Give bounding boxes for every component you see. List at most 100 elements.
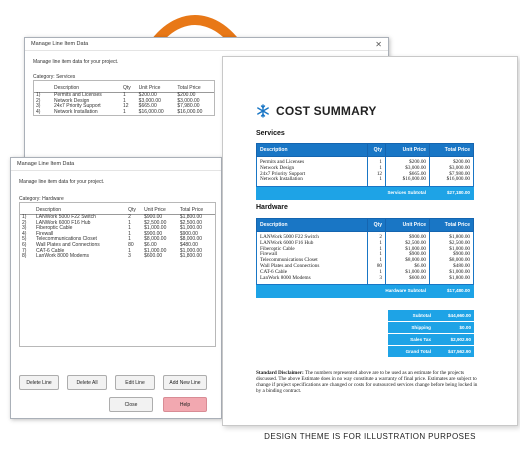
table-cell: $0.00 (434, 321, 474, 334)
table-cell: $2,500.00 (429, 240, 474, 247)
table-cell: $665.00 (138, 103, 157, 110)
table-row: Network Design 1 $3,000.00 $3,000.00 (256, 165, 474, 172)
close-icon[interactable]: ✕ (375, 39, 382, 49)
table-cell: Hardware Subtotal (256, 284, 430, 299)
column-header: Qty (120, 84, 137, 93)
table-cell: 1 (128, 230, 131, 237)
totals-row: Grand Total $47,562.90 (388, 345, 474, 358)
column-header: Total Price (429, 218, 474, 232)
column-header: Total Price (177, 206, 215, 215)
services-listbox[interactable]: Description Qty Unit Price Total Price 1… (33, 80, 215, 117)
list-item[interactable]: 2) Network Design 1 $3,000.00 $3,000.00 (34, 97, 214, 105)
hardware-listbox[interactable]: Description Qty Unit Price Total Price 1… (19, 202, 216, 347)
column-header: Description (256, 143, 368, 157)
table-cell: $900.00 (429, 252, 474, 259)
table-cell: $16,000.00 (138, 108, 164, 115)
table-cell: Wall Plates and Connections (36, 241, 100, 248)
hardware-cost-table: Description Qty Unit Price Total Price L… (256, 218, 474, 299)
table-row: Network Installation 1 $16,000.00 $16,000.0… (256, 176, 474, 188)
table-cell: Grand Total (388, 345, 434, 358)
column-header: Total Price (175, 84, 214, 93)
totals-row: Subtotal $44,660.00 (388, 310, 474, 322)
table-cell: Subtotal (388, 310, 434, 322)
close-button[interactable]: Close (109, 397, 153, 412)
table-cell: 6) (22, 241, 27, 248)
totals-row: Shipping $0.00 (388, 321, 474, 334)
table-cell: 2 (367, 231, 386, 241)
list-item[interactable]: 4) Network Installation 1 $16,000.00 $16,000… (34, 108, 214, 116)
document-title: COST SUMMARY (276, 104, 377, 118)
help-button[interactable]: Help (163, 397, 207, 412)
add-new-line-button[interactable]: Add New Line (163, 375, 207, 390)
services-cost-table: Description Qty Unit Price Total Price P… (256, 143, 474, 200)
table-cell: 1 (122, 97, 126, 104)
table-row: 24x7 Priority Support 12 $665.00 $7,980.00 (256, 171, 474, 178)
table-cell: $16,000.00 (429, 176, 474, 188)
table-row: LanWork 8000 Modems 3 $600.00 $1,800.00 (256, 275, 474, 286)
table-cell: 1 (128, 247, 131, 254)
table-cell: Services Subtotal (256, 186, 430, 200)
table-cell: LANWork 6000 F16 Hub (36, 219, 91, 226)
table-cell: 1 (122, 92, 126, 98)
column-header: Description (256, 218, 368, 232)
list-item[interactable]: 3) Fiberoptic Cable 1 $1,000.00 $1,000.00 (20, 226, 215, 232)
hardware-item-table: Description Qty Unit Price Total Price 1… (20, 206, 215, 260)
table-cell: LanWork 8000 Modems (36, 253, 89, 260)
table-cell: 1 (122, 108, 126, 115)
totals-row: Sales Tax $2,902.90 (388, 333, 474, 346)
services-dialog-titlebar: Manage Line Item Data ✕ (25, 38, 388, 51)
services-dialog-title: Manage Line Item Data (31, 41, 89, 47)
list-item[interactable]: 2) LANWork 6000 F16 Hub 1 $2,500.00 $2,500.0… (20, 219, 215, 227)
table-cell: $2,500.00 (179, 219, 203, 226)
column-header: Qty (367, 218, 386, 232)
table-cell: $47,562.90 (434, 345, 474, 358)
table-cell: $480.00 (429, 263, 474, 270)
table-cell: Sales Tax (388, 333, 434, 346)
table-cell: $600.00 (144, 253, 163, 260)
column-header: Unit Price (142, 206, 178, 215)
table-cell: $27,180.00 (429, 186, 474, 200)
hardware-category-label: Category: Hardware (19, 196, 64, 202)
table-row: Wall Plates and Connections 80 $6.00 $480.0… (256, 263, 474, 270)
list-item[interactable]: 7) CAT-6 Cable 1 $1,000.00 $1,000.00 (20, 247, 215, 255)
list-item[interactable]: 1) Permits and Licenses 1 $200.00 $200.00 (34, 92, 214, 99)
table-cell: 2) (22, 219, 27, 226)
delete-line-button[interactable]: Delete Line (19, 375, 59, 390)
table-cell: 1 (128, 219, 131, 226)
table-cell: Fiberoptic Cable (36, 225, 73, 232)
list-item[interactable]: 4) Firewall 1 $900.00 $900.00 (20, 230, 215, 238)
table-cell: 1) (22, 214, 27, 220)
table-cell: $1,800.00 (179, 214, 203, 220)
table-cell: Network Installation (54, 108, 98, 115)
subtotal-row: Services Subtotal $27,180.00 (256, 186, 474, 200)
table-cell: LANWork 5000 F22 Switch (36, 214, 96, 220)
column-header: Qty (367, 143, 386, 157)
table-cell: $900.00 (144, 214, 163, 220)
table-row: Firewall 1 $900.00 $900.00 (256, 252, 474, 259)
edit-line-button[interactable]: Edit Line (115, 375, 155, 390)
table-cell: $16,000.00 (385, 176, 430, 188)
table-cell: 3) (22, 225, 27, 232)
column-header: Description (52, 84, 121, 93)
snowflake-icon (257, 104, 269, 118)
table-cell: 24x7 Priority Support (54, 103, 101, 110)
table-cell: $3,000.00 (177, 97, 200, 104)
table-cell: 1 (367, 176, 386, 188)
list-item[interactable]: 1) LANWork 5000 F22 Switch 2 $900.00 $1,800.… (20, 214, 215, 221)
list-item[interactable]: 5) Telecommunications Closet 1 $8,000.00 $8,… (20, 237, 215, 243)
column-header: Unit Price (385, 218, 430, 232)
list-item[interactable]: 3) 24x7 Priority Support 12 $665.00 $7,980.0… (34, 104, 214, 110)
table-cell: 8) (22, 253, 27, 260)
table-row: Permits and Licenses 1 $200.00 $200.00 (256, 156, 474, 166)
table-cell: 5) (22, 236, 27, 243)
table-cell: Network Installation (256, 176, 368, 188)
table-cell: 2 (128, 214, 131, 220)
table-cell: Shipping (388, 321, 434, 334)
table-cell: $900.00 (144, 230, 163, 237)
services-heading: Services (256, 130, 285, 137)
table-cell: $6.00 (144, 241, 157, 248)
delete-all-button[interactable]: Delete All (67, 375, 107, 390)
list-item[interactable]: 6) Wall Plates and Connections 80 $6.00 $480… (20, 241, 215, 249)
list-item[interactable]: 8) LanWork 8000 Modems 3 $600.00 $1,800.00 (20, 254, 215, 260)
table-cell: $1,000.00 (144, 225, 167, 232)
